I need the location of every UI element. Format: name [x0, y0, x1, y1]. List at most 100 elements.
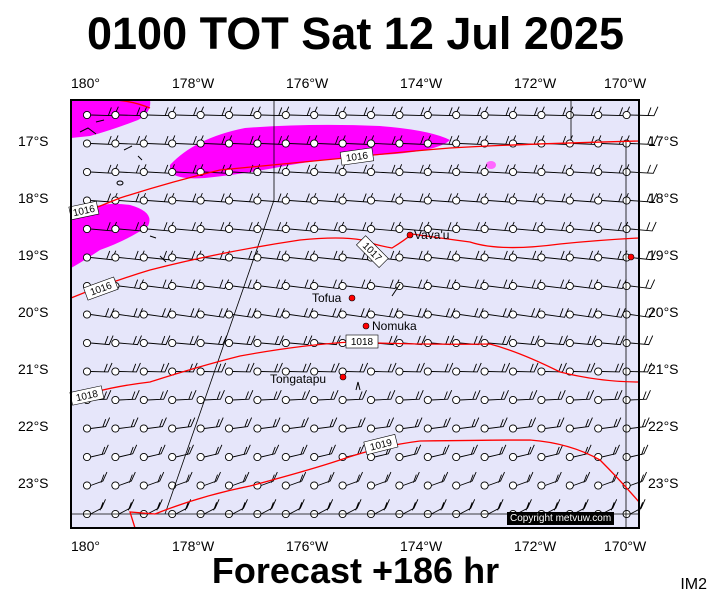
wind-barb: [196, 362, 227, 376]
wind-barb: [622, 444, 649, 462]
wind-barb: [111, 164, 147, 177]
wind-barb: [594, 417, 622, 433]
wind-barb: [508, 250, 543, 262]
wind-barb: [622, 362, 653, 376]
place-label: Tongatapu: [270, 372, 326, 386]
rain-area: [486, 161, 496, 169]
isobar-label: 1018: [75, 389, 99, 404]
wind-barb: [253, 362, 283, 376]
lat-label-right: 22°S: [648, 418, 679, 434]
wind-barb: [224, 471, 250, 490]
wind-barb: [82, 250, 117, 262]
wind-barb: [565, 221, 600, 234]
wind-barb: [196, 335, 228, 348]
wind-barb: [366, 106, 403, 120]
wind-barb: [395, 444, 422, 462]
rain-area: [71, 100, 151, 138]
wind-barb: [253, 308, 285, 319]
lon-label-bottom: 170°W: [604, 538, 647, 554]
wind-barb: [537, 335, 568, 348]
wind-barb: [82, 308, 115, 319]
wind-barb: [338, 417, 366, 433]
wind-barb: [111, 308, 143, 319]
wind-barb: [594, 444, 620, 462]
lon-label-bottom: 180°: [71, 538, 100, 554]
isobar: [129, 439, 640, 529]
wind-barb: [281, 192, 317, 205]
wind-barb: [622, 390, 651, 405]
wind-barb: [423, 192, 459, 205]
wind-barb: [82, 417, 111, 433]
place-label: Tofua: [312, 291, 342, 305]
wind-barb: [480, 362, 511, 376]
lon-label-top: 180°: [71, 75, 100, 91]
lat-label-left: 19°S: [18, 247, 49, 263]
wind-barb: [537, 390, 566, 405]
wind-barb: [423, 444, 450, 462]
lon-label-bottom: 174°W: [400, 538, 443, 554]
wind-barb: [310, 308, 342, 319]
wind-barb: [565, 308, 598, 319]
wind-barb: [537, 221, 572, 234]
wind-barb: [508, 192, 544, 205]
wind-barb: [395, 308, 427, 319]
wind-barb: [622, 192, 658, 205]
wind-barb: [196, 221, 231, 234]
wind-barb: [395, 390, 424, 405]
wind-barb: [281, 308, 314, 319]
wind-barb: [310, 192, 345, 205]
rain-areas: [71, 100, 496, 268]
wind-barb: [508, 308, 541, 319]
place-dot: [406, 231, 414, 239]
wind-barb: [253, 335, 284, 348]
island: [355, 381, 361, 391]
wind-barb: [395, 471, 420, 490]
wind-barb: [168, 390, 197, 405]
isobar-label: 1016: [72, 204, 96, 219]
lon-label-top: 178°W: [172, 75, 215, 91]
wind-barb: [82, 164, 119, 177]
grid-line: [164, 199, 275, 515]
wind-barb: [139, 362, 170, 376]
wind-barb: [224, 417, 253, 433]
wind-barb: [622, 164, 658, 177]
places: Vava'u Tofua Nomuka Tongatapu: [270, 228, 635, 386]
wind-barb: [310, 471, 335, 490]
wind-barb: [622, 471, 647, 490]
wind-barb: [111, 390, 140, 405]
wind-barb: [196, 308, 229, 319]
wind-barb: [480, 390, 509, 405]
wind-barb: [537, 279, 570, 291]
wind-barb: [168, 135, 204, 148]
wind-barb: [423, 362, 454, 376]
wind-barb: [310, 390, 339, 405]
wind-barb: [423, 417, 451, 433]
island: [79, 127, 97, 135]
isobar: [70, 140, 640, 219]
place-label: Nomuka: [372, 319, 417, 333]
wind-barb: [281, 471, 307, 490]
wind-barb: [82, 335, 114, 348]
wind-barb: [139, 335, 171, 348]
wind-barb: [224, 362, 255, 376]
wind-barb: [111, 362, 141, 376]
wind-barb: [366, 308, 399, 319]
wind-barb: [111, 444, 138, 462]
wind-barb: [480, 417, 508, 433]
lon-label-top: 176°W: [286, 75, 329, 91]
wind-barb: [168, 106, 204, 120]
wind-barbs: [82, 106, 659, 519]
wind-barb: [395, 417, 423, 433]
wind-barb: [111, 250, 145, 262]
wind-barb: [338, 221, 373, 234]
lat-label-right: 18°S: [648, 190, 679, 206]
wind-barb: [480, 308, 513, 319]
wind-barb: [452, 135, 488, 148]
place-dot: [627, 253, 635, 261]
wind-barb: [508, 444, 535, 462]
wind-barb: [395, 135, 431, 148]
wind-barb: [310, 417, 338, 433]
wind-barb: [508, 390, 538, 405]
wind-barb: [139, 471, 165, 490]
island: [159, 255, 167, 263]
